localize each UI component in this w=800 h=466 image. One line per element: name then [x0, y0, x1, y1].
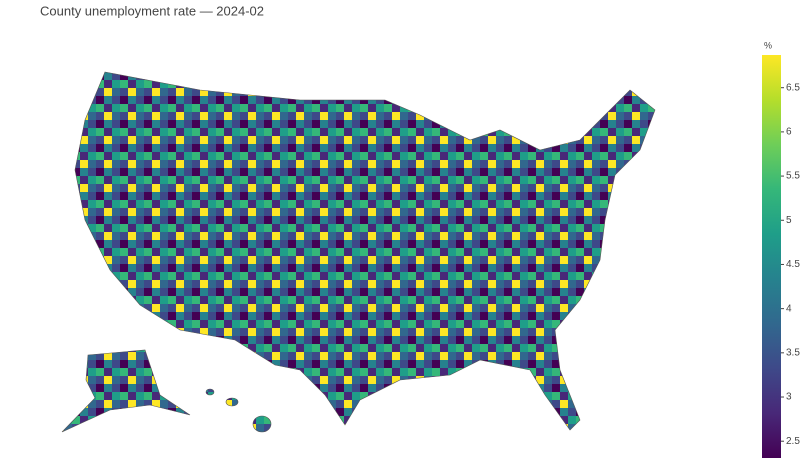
hawaii	[205, 388, 215, 396]
colorbar-tick-label: 5	[786, 215, 792, 226]
map	[61, 71, 656, 433]
contiguous-us	[74, 71, 656, 431]
colorbar-tick-label: 4.5	[786, 259, 800, 270]
hawaii	[225, 397, 239, 407]
colorbar	[762, 55, 781, 458]
alaska	[61, 349, 191, 433]
colorbar-tick-label: 4	[786, 303, 792, 314]
colorbar-tick-label: 3	[786, 392, 792, 403]
colorbar-tick-label: 3.5	[786, 347, 800, 358]
hawaii	[252, 415, 272, 433]
colorbar-title: %	[764, 40, 772, 50]
colorbar-tick-label: 2.5	[786, 436, 800, 447]
colorbar-tick-label: 6.5	[786, 82, 800, 93]
colorbar-tick-label: 6	[786, 127, 792, 138]
chart-title: County unemployment rate — 2024-02	[40, 3, 264, 18]
colorbar-tick-label: 5.5	[786, 171, 800, 182]
